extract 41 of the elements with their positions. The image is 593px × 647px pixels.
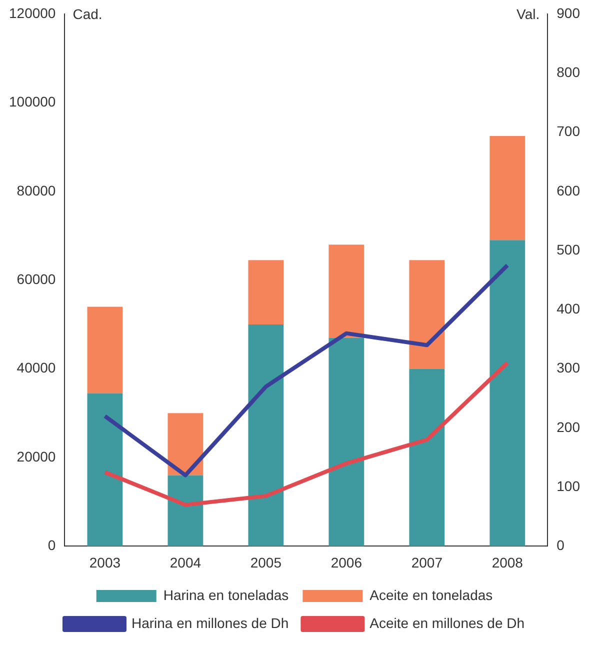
- y2-tick-label: 300: [556, 360, 580, 376]
- x-tick-label: 2006: [330, 554, 362, 570]
- bar: [248, 324, 284, 546]
- y2-tick-label: 400: [556, 300, 580, 317]
- y-axis-title: Cad.: [72, 6, 102, 22]
- y2-tick-label: 200: [556, 418, 580, 435]
- y2-tick-label: 500: [556, 241, 580, 258]
- bar: [328, 244, 364, 338]
- y-tick-label: 80000: [16, 182, 56, 198]
- y-tick-label: 20000: [16, 448, 56, 464]
- bar: [248, 260, 284, 324]
- y2-tick-label: 700: [556, 123, 580, 140]
- y-tick-label: 40000: [16, 360, 56, 376]
- y-tick-label: 120000: [9, 4, 56, 21]
- legend-label: Aceite en toneladas: [370, 586, 493, 603]
- y2-axis-title: Val.: [516, 6, 540, 22]
- legend-label: Aceite en millones de Dh: [370, 614, 525, 631]
- bar: [490, 136, 526, 240]
- legend-label: Harina en toneladas: [163, 586, 289, 603]
- y2-tick-label: 0: [556, 537, 565, 554]
- bar: [328, 338, 364, 546]
- bar: [409, 368, 445, 546]
- x-tick-label: 2003: [89, 554, 121, 570]
- y2-tick-label: 100: [556, 478, 580, 494]
- bar: [409, 260, 445, 369]
- bar: [87, 306, 123, 394]
- legend-label: Harina en millones de Dh: [131, 614, 289, 631]
- x-tick-label: 2004: [170, 554, 202, 570]
- y2-tick-label: 800: [556, 64, 580, 80]
- y-tick-label: 0: [48, 537, 56, 554]
- x-tick-label: 2007: [411, 554, 443, 570]
- bar: [87, 393, 123, 546]
- y-tick-label: 100000: [9, 94, 56, 110]
- bar: [168, 475, 204, 546]
- x-tick-label: 2008: [492, 554, 524, 570]
- y2-tick-label: 900: [556, 4, 580, 21]
- x-tick-label: 2005: [250, 554, 282, 570]
- y-tick-label: 60000: [16, 270, 56, 287]
- bar: [490, 240, 526, 546]
- y2-tick-label: 600: [556, 182, 580, 198]
- bar: [168, 413, 204, 476]
